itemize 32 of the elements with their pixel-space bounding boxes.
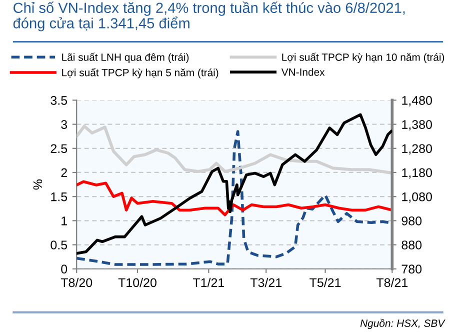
legend-label: Lãi suất LNH qua đêm (trái) xyxy=(62,52,189,63)
y2-tick-label: 1,080 xyxy=(402,192,432,203)
y-tick-label: 2.5 xyxy=(50,144,68,154)
line-series xyxy=(76,180,392,216)
legend-label: Lợi suất TPCP kỳ hạn 5 năm (trái) xyxy=(62,68,218,78)
text: Nguồn: HSX, SBV xyxy=(360,318,446,329)
y2-tick-label: 1,480 xyxy=(402,96,432,106)
line-series xyxy=(76,113,392,255)
x-tick-label: T5/21 xyxy=(310,278,341,288)
x-tick-label: T3/21 xyxy=(250,278,282,288)
x-tick-label: T1/21 xyxy=(192,278,224,288)
y2-tick-label: 980 xyxy=(402,216,422,226)
x-tick-label: T8/21 xyxy=(376,278,408,288)
x-tick-label: T8/20 xyxy=(60,278,92,288)
legend-label: VN-Index xyxy=(281,68,325,76)
y2-tick-label: 880 xyxy=(402,240,422,250)
y-tick-label: 1 xyxy=(62,216,67,226)
y-tick-label: 1.5 xyxy=(51,192,68,202)
y-axis-title: % xyxy=(33,179,42,190)
x-tick-label: T10/20 xyxy=(118,278,156,288)
y-tick-label: 3.5 xyxy=(50,96,68,105)
y2-tick-label: 1,280 xyxy=(402,144,432,155)
y2-tick-label: 1,380 xyxy=(402,120,432,130)
y-tick-label: 0 xyxy=(61,264,68,274)
y2-tick-label: 780 xyxy=(402,264,422,274)
chart-title: Chỉ số VN-Index tăng 2,4% trong tuần kết thúc vào 6/8/2021, đóng cửa tại 1.341,45 điểm xyxy=(13,2,405,32)
line-series xyxy=(76,124,392,174)
legend-label: Lợi suất TPCP kỳ hạn 10 năm (trái) xyxy=(282,52,444,63)
y2-tick-label: 1,180 xyxy=(402,168,432,179)
y-tick-label: 3 xyxy=(61,120,68,129)
y-tick-label: 2 xyxy=(61,168,67,178)
y-tick-label: 0.5 xyxy=(50,240,68,250)
